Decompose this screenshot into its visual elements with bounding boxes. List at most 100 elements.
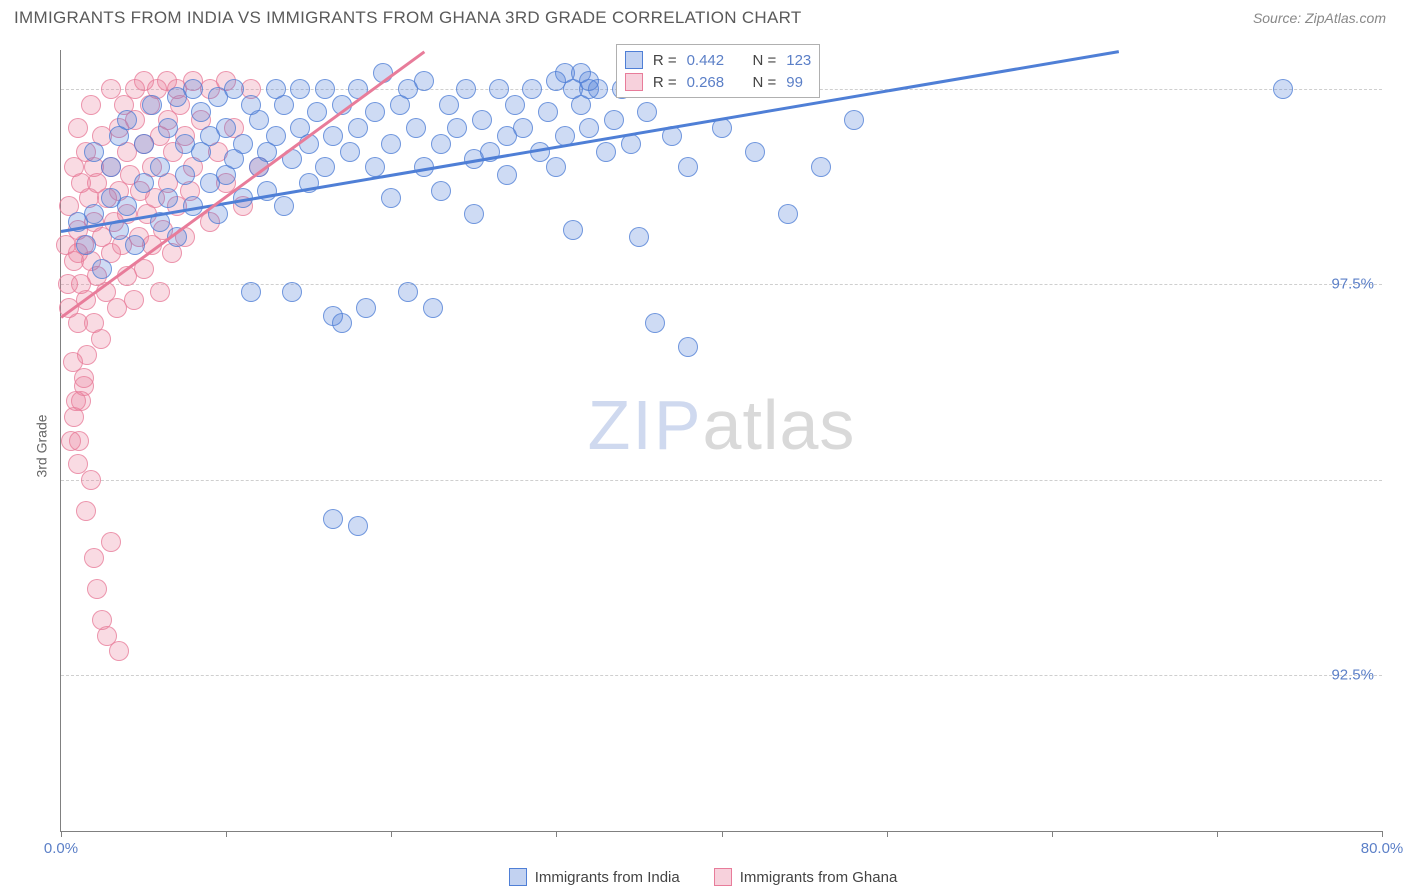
x-tick	[1382, 831, 1383, 837]
x-tick	[1217, 831, 1218, 837]
plot-area: ZIPatlas 92.5%97.5%0.0%80.0%R =0.442 N =…	[60, 50, 1382, 832]
legend-label-india: Immigrants from India	[535, 869, 680, 886]
scatter-point-india	[629, 227, 649, 247]
scatter-point-india	[637, 102, 657, 122]
scatter-point-india	[678, 157, 698, 177]
scatter-point-india	[76, 235, 96, 255]
scatter-point-india	[224, 79, 244, 99]
scatter-point-india	[588, 79, 608, 99]
legend-item-india: Immigrants from India	[509, 868, 680, 886]
scatter-point-india	[381, 134, 401, 154]
x-tick-label: 80.0%	[1361, 840, 1404, 857]
scatter-point-india	[191, 102, 211, 122]
scatter-point-india	[315, 157, 335, 177]
scatter-point-india	[365, 102, 385, 122]
scatter-point-india	[92, 259, 112, 279]
scatter-point-ghana	[69, 431, 89, 451]
scatter-point-ghana	[77, 345, 97, 365]
scatter-point-india	[431, 134, 451, 154]
scatter-point-india	[645, 313, 665, 333]
scatter-point-ghana	[84, 548, 104, 568]
scatter-point-india	[505, 95, 525, 115]
x-tick-label: 0.0%	[44, 840, 78, 857]
scatter-point-ghana	[74, 368, 94, 388]
scatter-point-india	[811, 157, 831, 177]
scatter-point-ghana	[109, 641, 129, 661]
x-tick	[887, 831, 888, 837]
scatter-point-india	[423, 298, 443, 318]
scatter-point-india	[290, 79, 310, 99]
stats-n-value-ghana: 99	[786, 74, 803, 91]
legend-swatch-ghana	[714, 868, 732, 886]
scatter-point-india	[125, 235, 145, 255]
scatter-point-ghana	[81, 470, 101, 490]
scatter-point-ghana	[150, 282, 170, 302]
scatter-point-india	[439, 95, 459, 115]
bottom-legend: Immigrants from IndiaImmigrants from Gha…	[0, 868, 1406, 886]
scatter-point-india	[406, 118, 426, 138]
scatter-point-india	[315, 79, 335, 99]
stats-n-value-india: 123	[786, 52, 811, 69]
scatter-point-india	[398, 282, 418, 302]
legend-swatch-ghana	[625, 73, 643, 91]
scatter-point-india	[348, 516, 368, 536]
scatter-point-india	[447, 118, 467, 138]
x-tick	[226, 831, 227, 837]
x-tick	[1052, 831, 1053, 837]
scatter-point-india	[274, 95, 294, 115]
scatter-point-india	[117, 110, 137, 130]
legend-swatch-india	[509, 868, 527, 886]
scatter-point-india	[249, 110, 269, 130]
scatter-point-india	[323, 126, 343, 146]
scatter-point-india	[134, 134, 154, 154]
scatter-point-india	[84, 204, 104, 224]
scatter-point-india	[274, 196, 294, 216]
y-tick-label: 97.5%	[1331, 276, 1374, 293]
scatter-point-india	[117, 196, 137, 216]
scatter-point-india	[538, 102, 558, 122]
x-tick	[61, 831, 62, 837]
watermark-zip: ZIP	[588, 386, 703, 464]
scatter-point-india	[134, 173, 154, 193]
scatter-point-india	[513, 118, 533, 138]
scatter-point-india	[596, 142, 616, 162]
scatter-point-india	[1273, 79, 1293, 99]
scatter-point-india	[546, 157, 566, 177]
scatter-point-india	[472, 110, 492, 130]
scatter-point-india	[431, 181, 451, 201]
stats-r-value-india: 0.442	[687, 52, 725, 69]
scatter-point-india	[340, 142, 360, 162]
stats-r-label: R =	[653, 74, 677, 91]
x-tick	[391, 831, 392, 837]
scatter-point-india	[464, 204, 484, 224]
scatter-point-india	[348, 118, 368, 138]
scatter-point-india	[216, 118, 236, 138]
stats-row-india: R =0.442 N = 123	[625, 49, 811, 71]
scatter-point-ghana	[76, 501, 96, 521]
scatter-point-ghana	[81, 95, 101, 115]
scatter-point-india	[456, 79, 476, 99]
scatter-point-india	[175, 165, 195, 185]
legend-swatch-india	[625, 51, 643, 69]
scatter-point-india	[158, 188, 178, 208]
scatter-point-india	[604, 110, 624, 130]
scatter-point-india	[241, 282, 261, 302]
scatter-point-india	[142, 95, 162, 115]
scatter-point-india	[579, 118, 599, 138]
scatter-point-india	[489, 79, 509, 99]
stats-n-label: N =	[752, 74, 776, 91]
stats-r-value-ghana: 0.268	[687, 74, 725, 91]
stats-n-label: N =	[752, 52, 776, 69]
scatter-point-india	[778, 204, 798, 224]
y-axis-label: 3rd Grade	[34, 414, 50, 477]
x-tick	[722, 831, 723, 837]
stats-legend: R =0.442 N = 123 R = 0.268 N = 99	[616, 44, 820, 98]
scatter-point-india	[365, 157, 385, 177]
scatter-point-india	[266, 126, 286, 146]
scatter-point-india	[844, 110, 864, 130]
scatter-point-india	[150, 157, 170, 177]
chart-title: IMMIGRANTS FROM INDIA VS IMMIGRANTS FROM…	[14, 8, 802, 28]
scatter-point-india	[356, 298, 376, 318]
watermark: ZIPatlas	[588, 385, 856, 465]
gridline	[61, 675, 1382, 676]
